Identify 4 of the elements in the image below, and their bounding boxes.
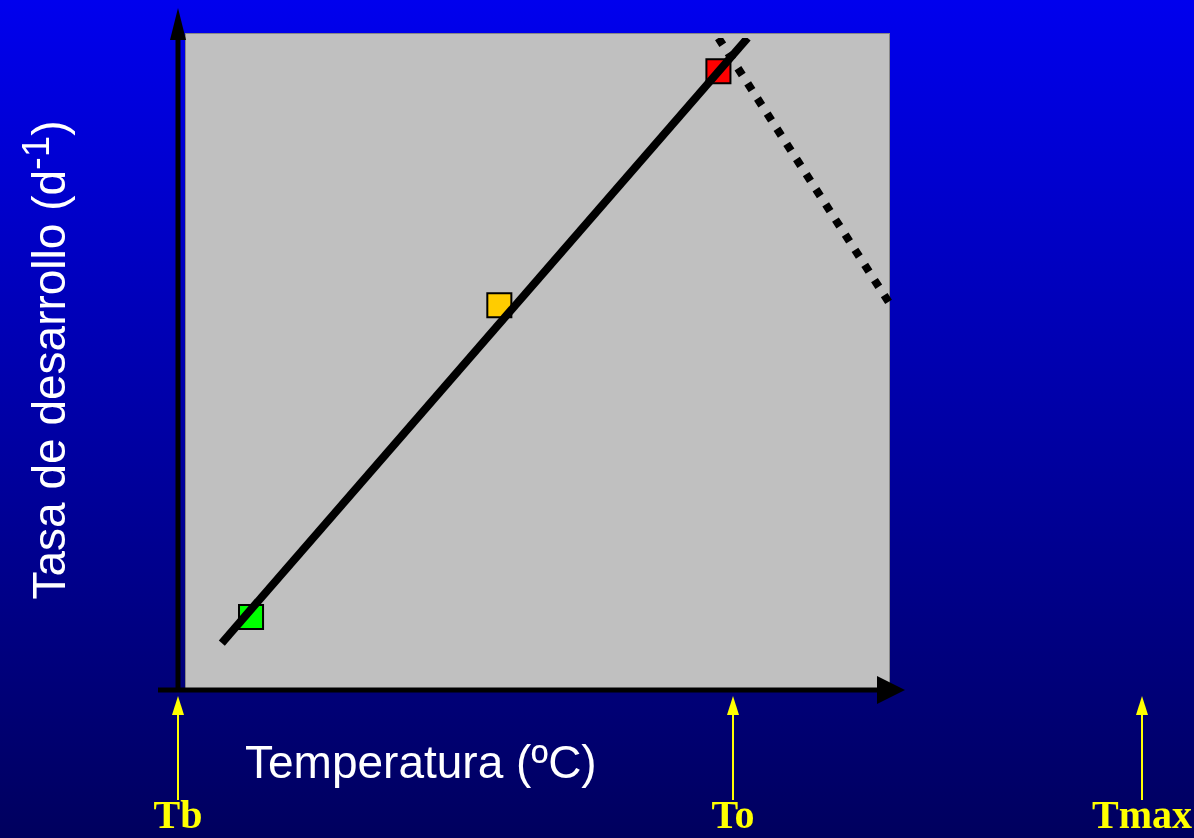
x-tick-label: Tb [153, 792, 203, 838]
x-tick-label: To [711, 792, 755, 838]
x-tick-label: Tmax [1092, 792, 1192, 838]
x-axis-title: Temperatura (ºC) [245, 735, 597, 789]
